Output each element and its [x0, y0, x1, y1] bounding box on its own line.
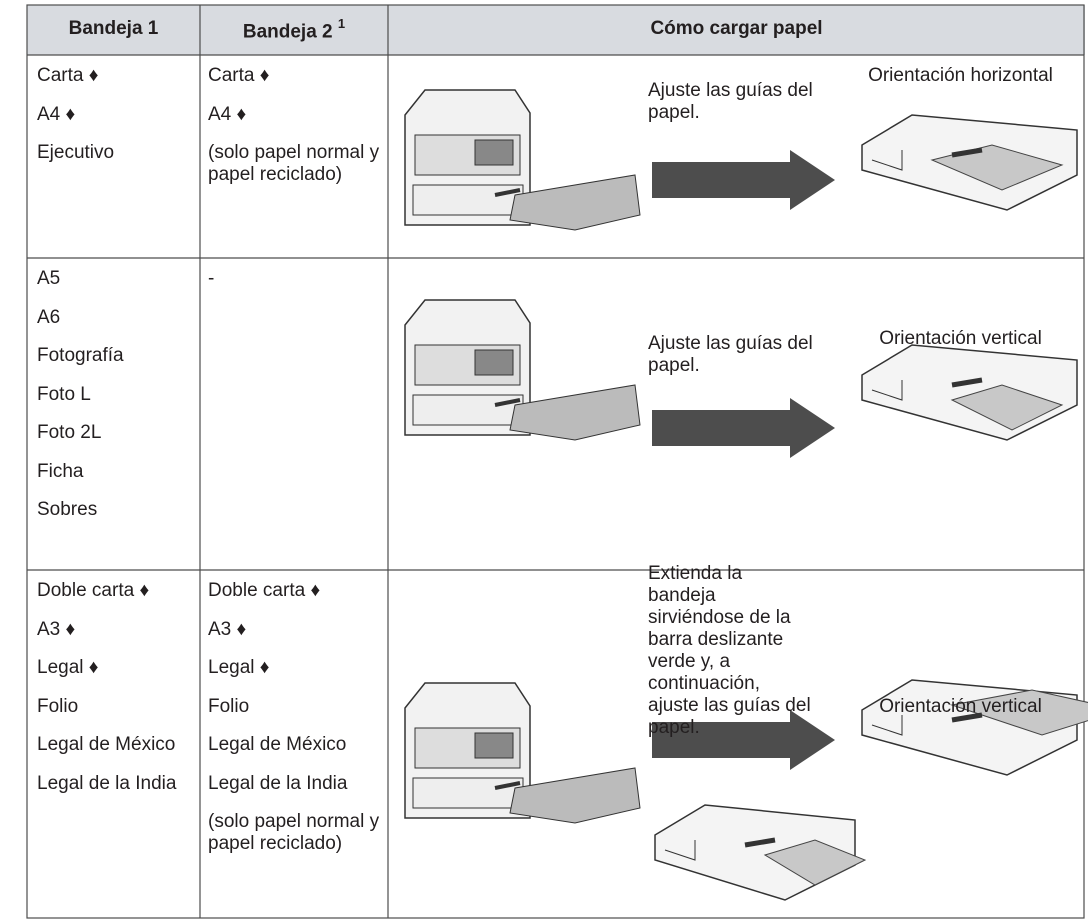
header-cell: Cómo cargar papel — [650, 18, 823, 39]
header-text: Bandeja 2 — [242, 21, 333, 43]
tray-1-size: Folio — [37, 695, 79, 717]
tray-2-size: (solo papel normal y papel reciclado) — [208, 142, 380, 185]
tray-1-size: A3 ♦ — [37, 618, 76, 640]
tray-1-size: Legal ♦ — [37, 657, 99, 678]
tray-1-size: Foto 2L — [37, 422, 102, 443]
tray-1-size: Ficha — [37, 460, 84, 482]
footnote-ref: 1 — [337, 16, 346, 31]
tray-2-size: A4 ♦ — [208, 103, 247, 125]
tray-2-size: A3 ♦ — [208, 618, 247, 640]
table-borders — [26, 4, 1085, 919]
instruction: Ajuste las guías del papel. — [648, 80, 813, 123]
tray-2-size: Legal de México — [208, 734, 347, 755]
header-cell: Bandeja 2 1 — [200, 16, 388, 43]
tray-1-size: A4 ♦ — [37, 103, 76, 125]
header-cell: Bandeja 1 — [68, 18, 159, 39]
tray-1-size: Fotografía — [37, 345, 124, 366]
arrow — [652, 150, 835, 210]
instruction: Ajuste las guías del papel. — [648, 333, 813, 376]
tray-2-size: - — [208, 268, 215, 289]
tray-1-size: Sobres — [37, 499, 98, 520]
printer-illustration — [404, 89, 641, 231]
orientation: Orientación horizontal — [868, 65, 1053, 86]
tray-1-size: Carta ♦ — [37, 65, 99, 86]
tray-illustration — [654, 804, 867, 901]
tray-1-size: Doble carta ♦ — [37, 580, 150, 601]
tray-2-size: Doble carta ♦ — [208, 580, 321, 601]
orientation: Orientación vertical — [879, 328, 1042, 349]
arrow — [652, 710, 835, 770]
header-background — [27, 5, 1085, 55]
orientation: Orientación vertical — [879, 696, 1042, 717]
tray-2-size: (solo papel normal y papel reciclado) — [208, 811, 380, 854]
instruction: Extienda la bandeja sirviéndose de la ba… — [648, 563, 811, 738]
printer-illustration — [404, 299, 641, 441]
tray-2-size: Carta ♦ — [208, 65, 270, 86]
tray-1-size: A5 — [37, 268, 61, 289]
tray-1-size: Foto L — [37, 383, 91, 405]
tray-2-size: Legal de la India — [208, 772, 348, 794]
tray-1-size: Ejecutivo — [37, 142, 115, 163]
tray-illustration — [861, 344, 1078, 441]
tray-1-size: A6 — [37, 306, 61, 328]
tray-2-size: Legal ♦ — [208, 657, 270, 678]
tray-1-size: Legal de la India — [37, 772, 177, 794]
printer-illustration — [404, 682, 641, 824]
tray-illustration — [861, 679, 1088, 776]
tray-1-size: Legal de México — [37, 734, 176, 755]
tray-2-size: Folio — [208, 695, 250, 717]
arrow — [652, 398, 835, 458]
tray-illustration — [861, 114, 1078, 211]
